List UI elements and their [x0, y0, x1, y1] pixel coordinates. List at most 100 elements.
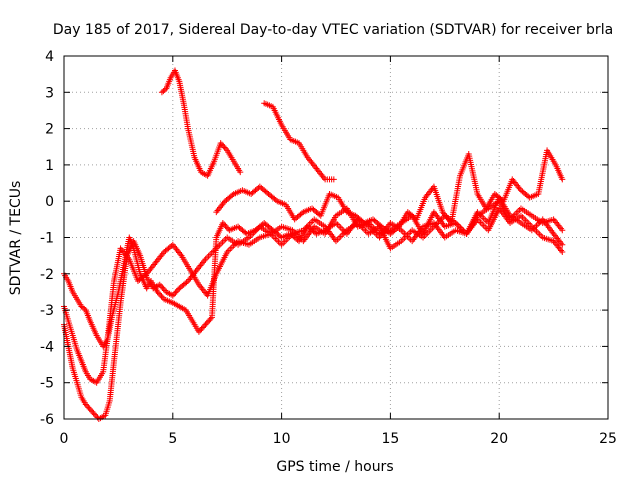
data-point	[159, 284, 166, 291]
axis-ticks: 0 5 10 15 20 25 -6 -5 -4 -3 -2 -1 0 1 2 3 4	[40, 49, 617, 447]
data-point	[93, 413, 100, 420]
data-point	[394, 224, 401, 231]
data-point	[198, 325, 205, 332]
data-point	[559, 176, 566, 183]
data-point	[90, 410, 97, 417]
data-point	[84, 402, 91, 409]
data-point	[82, 401, 89, 408]
data-point	[401, 235, 408, 242]
series-track-f	[213, 147, 566, 237]
data-point	[199, 324, 206, 331]
data-point	[337, 224, 344, 231]
data-point	[203, 320, 210, 327]
data-point	[156, 281, 163, 288]
data-point	[158, 293, 165, 300]
data-point	[172, 289, 179, 296]
data-point	[160, 286, 167, 293]
grid-lines	[64, 56, 608, 419]
x-tick-label: 25	[599, 431, 617, 447]
data-point	[334, 221, 341, 228]
data-point	[206, 317, 213, 324]
data-point	[207, 315, 214, 322]
data-point	[159, 294, 166, 301]
y-tick-label: -2	[40, 267, 54, 283]
y-tick-label: -5	[40, 376, 54, 392]
data-point	[330, 176, 337, 183]
data-point	[454, 221, 461, 228]
data-point	[183, 279, 190, 286]
data-point	[399, 228, 406, 235]
data-point	[216, 242, 223, 249]
x-tick-label: 5	[168, 431, 177, 447]
data-point	[482, 224, 489, 231]
chart-title: Day 185 of 2017, Sidereal Day-to-day VTE…	[53, 22, 613, 38]
data-point	[272, 196, 279, 203]
data-point	[559, 241, 566, 248]
data-point	[218, 141, 225, 148]
data-point	[175, 286, 182, 293]
x-tick-label: 10	[273, 431, 291, 447]
data-point	[205, 253, 212, 260]
data-point	[220, 143, 227, 150]
y-axis-label: SDTVAR / TECUs	[8, 181, 24, 296]
data-point	[535, 229, 542, 236]
data-point	[402, 233, 409, 240]
data-point	[87, 407, 94, 414]
data-point	[85, 404, 92, 411]
data-point	[222, 145, 229, 152]
data-point	[519, 214, 526, 221]
data-point	[197, 327, 204, 334]
x-axis-label: GPS time / hours	[276, 459, 393, 475]
data-point	[217, 140, 224, 147]
y-tick-label: -1	[40, 231, 54, 247]
data-point	[173, 288, 180, 295]
y-tick-label: 1	[45, 158, 54, 174]
data-point	[280, 240, 287, 247]
data-point	[237, 169, 244, 176]
data-point	[278, 241, 285, 248]
y-tick-label: 2	[45, 122, 54, 138]
data-point	[155, 290, 162, 297]
data-point	[169, 292, 176, 299]
data-point	[157, 291, 164, 298]
series-track-e	[261, 100, 337, 183]
data-point	[207, 251, 214, 258]
data-point	[91, 411, 98, 418]
y-tick-label: 3	[45, 85, 54, 101]
data-point	[298, 210, 305, 217]
data-point	[222, 222, 229, 229]
data-point	[203, 254, 210, 261]
data-point	[336, 235, 343, 242]
x-tick-label: 20	[490, 431, 508, 447]
data-point	[229, 192, 236, 199]
data-markers	[61, 67, 566, 422]
data-point	[158, 283, 165, 290]
data-point	[161, 86, 168, 93]
data-point	[205, 318, 212, 325]
x-tick-label: 0	[60, 431, 69, 447]
data-point	[559, 227, 566, 234]
y-tick-label: 4	[45, 49, 54, 65]
data-point	[221, 144, 228, 151]
data-point	[89, 408, 96, 415]
data-point	[281, 238, 288, 245]
data-point	[221, 221, 228, 228]
series-track-b	[61, 198, 566, 386]
data-point	[202, 321, 209, 328]
data-point	[337, 233, 344, 240]
data-point	[195, 328, 202, 335]
data-point	[201, 323, 208, 330]
data-point	[536, 231, 543, 238]
y-tick-label: -6	[40, 412, 54, 428]
data-point	[223, 224, 230, 231]
data-point	[559, 249, 566, 256]
series-track-d	[158, 67, 244, 179]
data-point	[171, 291, 178, 298]
y-tick-label: -3	[40, 303, 54, 319]
y-tick-label: 0	[45, 194, 54, 210]
x-tick-label: 15	[381, 431, 399, 447]
data-point	[404, 231, 411, 238]
data-point	[275, 238, 282, 245]
data-point	[81, 305, 88, 312]
